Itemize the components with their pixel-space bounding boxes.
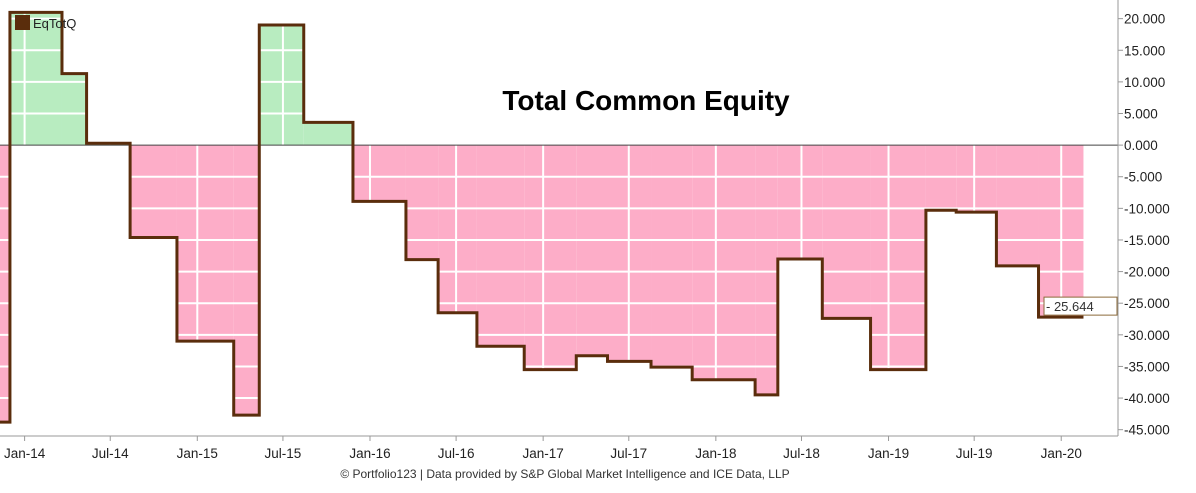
y-tick-label: -10.000 <box>1124 201 1170 216</box>
x-tick-label: Jul-16 <box>438 446 475 461</box>
y-tick-label: -25.000 <box>1124 296 1170 311</box>
x-tick-label: Jan-14 <box>4 446 46 461</box>
y-tick-label: 0.000 <box>1124 138 1158 153</box>
positive-area-segment <box>61 73 87 146</box>
last-value-box <box>1043 296 1118 316</box>
negative-area-segment <box>576 145 608 356</box>
y-tick-label: -45.000 <box>1124 423 1170 438</box>
positive-area-segment <box>303 122 353 146</box>
area-fill-layer <box>0 12 1084 423</box>
legend-label: EqTotQ <box>33 16 76 31</box>
y-tick-label: -35.000 <box>1124 359 1170 374</box>
negative-area-segment <box>405 145 439 260</box>
negative-area-segment <box>651 145 693 368</box>
negative-area-segment <box>176 145 234 342</box>
negative-area-segment <box>692 145 756 380</box>
negative-area-segment <box>956 145 997 213</box>
y-tick-label: 20.000 <box>1124 12 1165 27</box>
negative-area-segment <box>777 145 823 259</box>
series-line-eqtotq <box>0 10 1084 424</box>
positive-area-segment <box>9 12 62 146</box>
x-tick-label: Jan-17 <box>523 446 564 461</box>
x-tick-label: Jan-16 <box>349 446 390 461</box>
negative-area-segment <box>352 145 406 202</box>
x-tick-label: Jan-20 <box>1041 446 1082 461</box>
negative-area-segment <box>822 145 871 319</box>
negative-area-segment <box>524 145 577 370</box>
chart-title: Total Common Equity <box>502 85 790 116</box>
y-tick-label: -5.000 <box>1124 170 1162 185</box>
chart-footer: © Portfolio123 | Data provided by S&P Gl… <box>340 467 789 481</box>
legend[interactable]: EqTotQ <box>15 15 76 31</box>
x-tick-label: Jan-19 <box>868 446 909 461</box>
negative-area-segment <box>870 145 926 370</box>
x-tick-label: Jul-19 <box>956 446 993 461</box>
axis-layer: 20.000 15.000 10.000 5.000 0.000 -5.000 -10.00… <box>0 0 1170 461</box>
x-tick-label: Jul-18 <box>783 446 820 461</box>
series-line-layer <box>0 10 1084 424</box>
negative-area-segment <box>996 145 1039 266</box>
legend-swatch <box>15 15 30 30</box>
last-value-label: - 25.644 <box>1046 299 1094 314</box>
y-tick-label: -15.000 <box>1124 233 1170 248</box>
negative-area-segment <box>438 145 477 313</box>
positive-area-segment <box>259 24 304 146</box>
negative-area-segment <box>0 145 10 423</box>
x-tick-label: Jul-15 <box>265 446 302 461</box>
negative-area-segment <box>476 145 525 347</box>
y-tick-label: -40.000 <box>1124 391 1170 406</box>
negative-area-segment <box>755 145 778 395</box>
y-tick-label: 15.000 <box>1124 43 1165 58</box>
y-tick-label: 10.000 <box>1124 75 1165 90</box>
y-tick-label: 5.000 <box>1124 107 1158 122</box>
y-tick-label: -30.000 <box>1124 328 1170 343</box>
last-value-marker: - 25.644 <box>1043 296 1118 316</box>
y-tick-label: -20.000 <box>1124 265 1170 280</box>
negative-area-segment <box>130 145 177 238</box>
grid-layer <box>0 6 1118 436</box>
x-tick-label: Jul-17 <box>610 446 647 461</box>
negative-area-segment <box>233 145 260 416</box>
x-tick-label: Jan-15 <box>177 446 218 461</box>
x-tick-label: Jul-14 <box>92 446 129 461</box>
x-tick-label: Jan-18 <box>695 446 736 461</box>
